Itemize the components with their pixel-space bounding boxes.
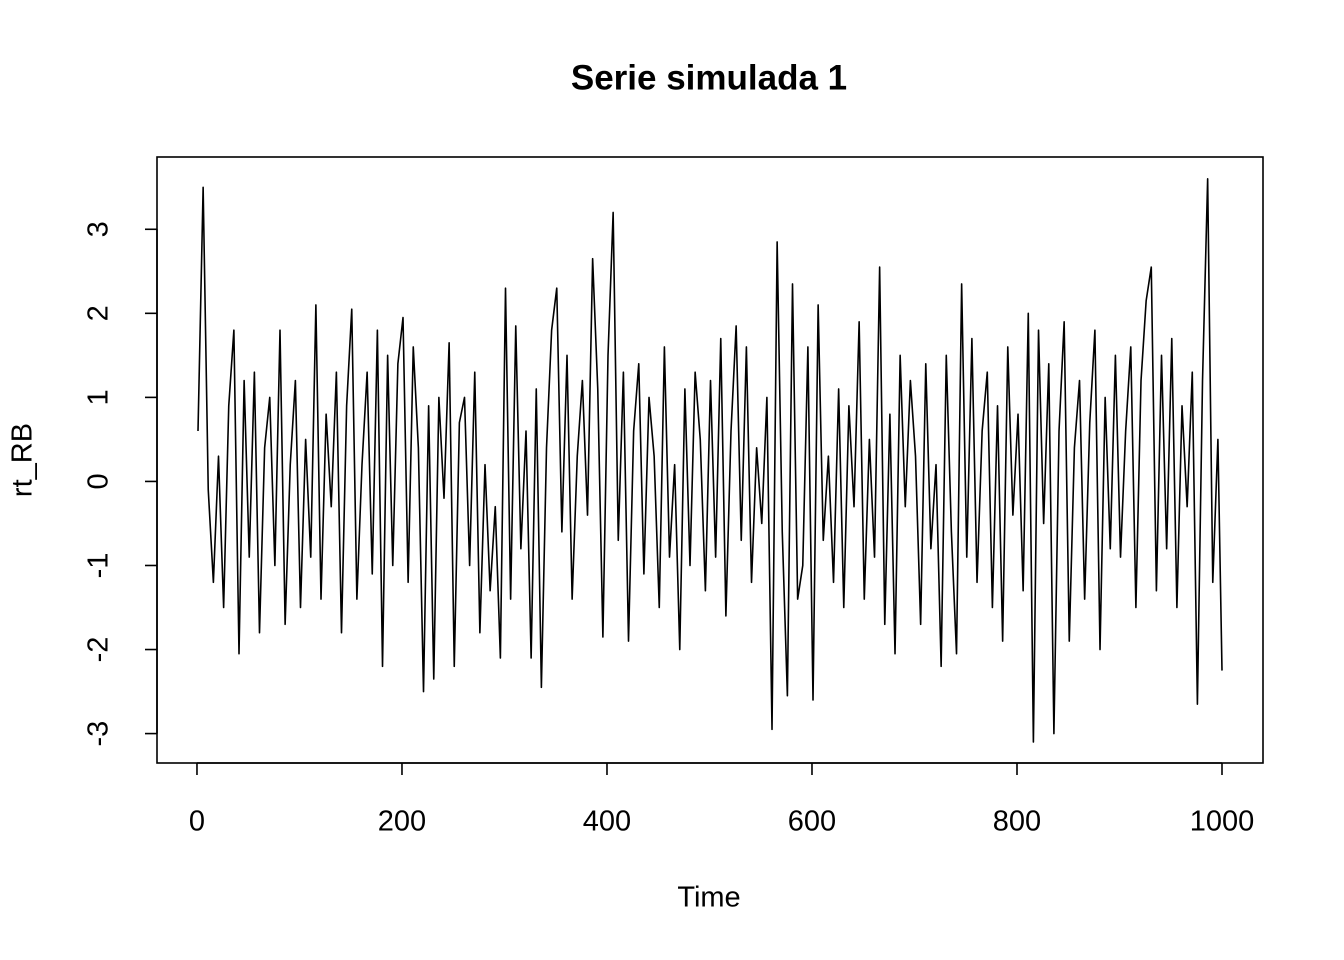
chart-title: Serie simulada 1 [571,58,847,97]
x-tick-label: 800 [993,806,1041,838]
x-tick-label: 200 [378,806,426,838]
y-tick-label: -2 [83,637,115,663]
y-tick-label: 0 [83,473,115,489]
series-line [197,178,1223,743]
x-tick-label: 0 [189,806,205,838]
y-tick-label: 1 [83,389,115,405]
x-tick-label: 1000 [1190,806,1255,838]
y-tick-label: 2 [83,305,115,321]
y-tick-label: 3 [83,221,115,237]
y-axis-label: rt_RB [7,423,39,497]
y-tick-label: -1 [83,553,115,579]
x-tick-label: 400 [583,806,631,838]
y-tick-label: -3 [83,721,115,747]
x-axis-label: Time [677,882,740,914]
x-tick-label: 600 [788,806,836,838]
